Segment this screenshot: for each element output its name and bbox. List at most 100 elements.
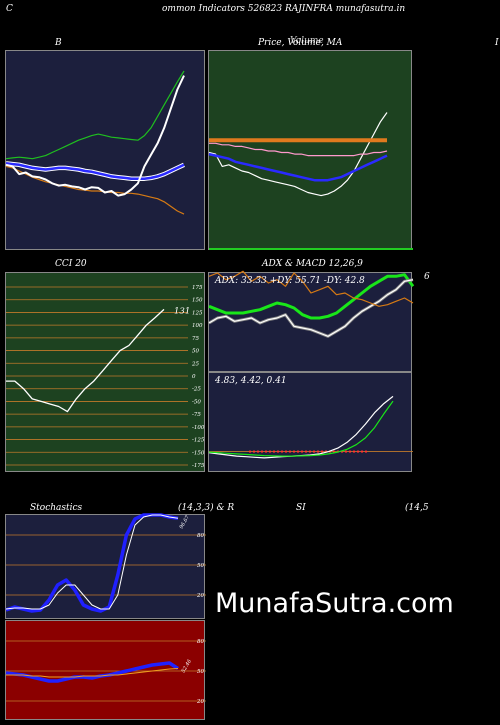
macd-histogram-bar	[349, 450, 351, 453]
series-line-middle	[5, 162, 185, 180]
tick-label: -175	[192, 463, 205, 469]
series-line--dy	[208, 279, 414, 337]
rsi-panel-title-left: SI	[296, 503, 306, 513]
price-plot	[208, 112, 413, 250]
series-line-lower	[5, 165, 185, 215]
macd-histogram-bar	[365, 450, 367, 453]
series-line-cci	[6, 308, 165, 413]
tick-label: 50	[197, 669, 204, 675]
tick-label: 25	[191, 361, 199, 367]
adx-panel-title: ADX & MACD 12,26,9	[262, 259, 363, 269]
adx-panel-right-char: 6	[424, 272, 430, 282]
price-panel-title: Price, Volume, MA	[258, 38, 343, 48]
series-line-price	[5, 75, 185, 197]
stoch-plot: 80 50 20 96.67	[5, 513, 206, 613]
tick-label: 175	[192, 285, 203, 291]
series-line-ma-short	[208, 152, 388, 182]
series-line-close	[208, 112, 388, 197]
series-line-rsi	[5, 661, 179, 683]
tick-label: -100	[192, 425, 205, 431]
watermark: MunafaSutra.com	[215, 588, 454, 619]
adx-panel: ADX: 33.33 +DY: 55.71 -DY: 42.8	[208, 270, 415, 372]
series-line-signal	[208, 400, 394, 457]
rsi-plot: 80 50 20 52.46	[5, 639, 206, 705]
macd-histogram-bar	[325, 450, 327, 453]
tick-label: 20	[196, 699, 204, 705]
series-line--k	[5, 513, 179, 613]
tick-label: 125	[192, 310, 203, 316]
macd-histogram-bar	[321, 450, 323, 453]
tick-label: 100	[192, 323, 203, 329]
macd-histogram-bar	[293, 450, 295, 453]
tick-label: 20	[196, 593, 204, 599]
series-line-macd	[208, 395, 394, 459]
chart-title: ommon Indicators 526823 RAJINFRA munafas…	[162, 4, 406, 14]
tick-label: 50	[192, 349, 199, 355]
tick-label: -50	[192, 399, 201, 405]
macd-histogram-bar	[257, 450, 259, 453]
bb-panel	[5, 50, 205, 250]
tick-label: -150	[192, 450, 205, 456]
price-panel	[208, 50, 413, 250]
adx-plot	[208, 270, 415, 338]
macd-histogram-bar	[301, 450, 303, 453]
macd-histogram-bar	[305, 450, 307, 453]
macd-histogram-bar	[345, 450, 347, 453]
tick-label: -75	[192, 412, 201, 418]
macd-histogram-bar	[313, 450, 315, 453]
macd-histogram-bar	[361, 450, 363, 453]
macd-histogram-bar	[333, 450, 335, 453]
stoch-panel-title-left: Stochastics	[30, 503, 83, 513]
series-line-ma-mid	[209, 142, 388, 157]
bb-panel-title: B	[55, 38, 62, 48]
series-line-upper	[5, 70, 185, 160]
tick-label: 150	[192, 298, 203, 304]
stoch-panel-title-right: (14,3,3) & R	[178, 503, 235, 513]
macd-histogram-bar	[277, 450, 279, 453]
cci-plot: 175 150 125 100 75 50 25 0 -25 -50 -75 -100 -125 -150…	[6, 285, 205, 469]
macd-histogram-bar	[353, 450, 355, 453]
rsi-panel-title-right: (14,5	[405, 503, 429, 513]
cci-last-value: 131	[174, 306, 190, 316]
macd-histogram-bar	[357, 450, 359, 453]
series-line--dy	[208, 270, 414, 307]
macd-histogram-bar	[285, 450, 287, 453]
macd-panel: 4.83, 4.42, 0.41	[208, 372, 413, 472]
tick-label: 0	[192, 374, 196, 380]
cci-panel: 175 150 125 100 75 50 25 0 -25 -50 -75 -100 -125 -150…	[5, 272, 205, 472]
macd-plot	[208, 395, 413, 459]
macd-histogram-bar	[253, 450, 255, 453]
tick-label: 80	[197, 639, 204, 645]
price-panel-overlap-text: Volume	[290, 36, 324, 46]
macd-values-text: 4.83, 4.42, 0.41	[215, 376, 287, 386]
tick-label: 80	[197, 533, 204, 539]
stoch-panel: 80 50 20 96.67	[5, 513, 206, 619]
macd-histogram-bar	[273, 450, 275, 453]
tick-label: 75	[192, 336, 199, 342]
price-panel-right-char: I	[495, 38, 499, 48]
macd-histogram-bar	[269, 450, 271, 453]
bb-plot	[5, 70, 185, 215]
rsi-panel: 80 50 20 52.46	[5, 620, 206, 720]
macd-histogram-bar	[261, 450, 263, 453]
adx-values-text: ADX: 33.33 +DY: 55.71 -DY: 42.8	[215, 276, 365, 286]
macd-histogram-bar	[297, 450, 299, 453]
macd-histogram-bar	[309, 450, 311, 453]
series-line-rsi-ma	[6, 668, 179, 678]
series-line--dy-edge	[208, 278, 414, 338]
macd-histogram-bar	[281, 450, 283, 453]
tick-label: 50	[197, 563, 204, 569]
tick-label: -125	[192, 438, 205, 444]
cci-panel-title: CCI 20	[55, 259, 87, 269]
macd-histogram-bar	[249, 450, 251, 453]
macd-histogram-bar	[265, 450, 267, 453]
macd-histogram-bar	[341, 450, 343, 453]
macd-histogram-bar	[289, 450, 291, 453]
rsi-last-value: 52.46	[181, 658, 194, 674]
macd-histogram-bar	[317, 450, 319, 453]
header-left-char: C	[6, 4, 13, 14]
series-line-adx	[208, 273, 415, 320]
tick-label: -25	[192, 387, 201, 393]
stoch-last-value: 96.67	[179, 514, 192, 530]
series-line--d	[5, 514, 179, 610]
